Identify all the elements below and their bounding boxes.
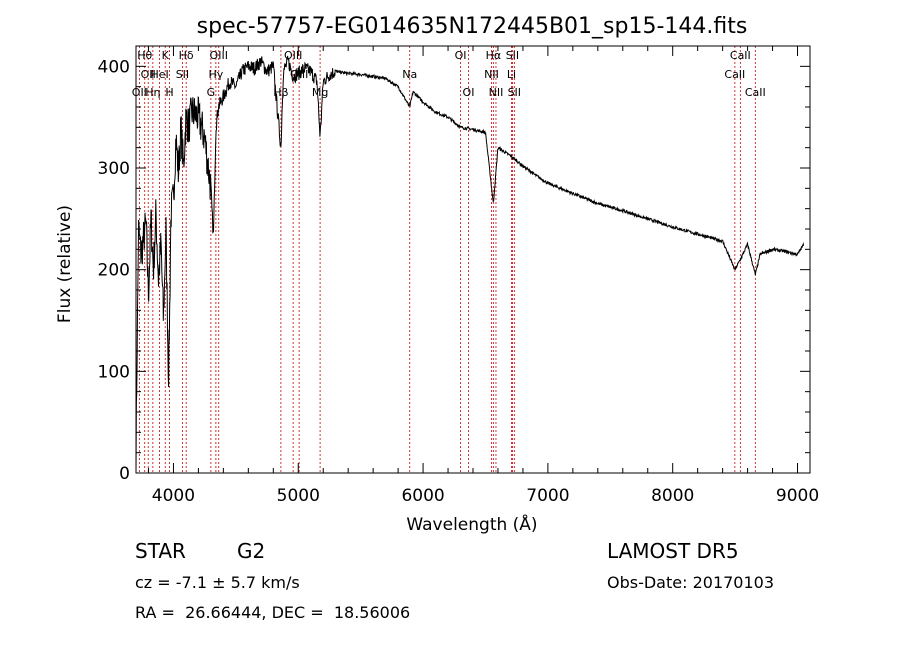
line-marker-label: H (165, 86, 173, 99)
line-marker-label: G (207, 86, 216, 99)
line-marker-label: OI (455, 49, 467, 62)
line-marker-label: OIII (210, 49, 228, 62)
y-axis-label: Flux (relative) (55, 205, 75, 323)
obs-date: Obs-Date: 20170103 (607, 573, 775, 592)
line-marker-label: Hδ (179, 49, 194, 62)
line-marker-label: Mg (312, 86, 328, 99)
line-marker-label: NII (489, 86, 504, 99)
redshift-text: cz = -7.1 ± 5.7 km/s (135, 573, 300, 592)
y-tick-label: 400 (98, 57, 130, 77)
line-marker-label: NII (484, 68, 499, 81)
spectrum-series-line (135, 55, 805, 474)
x-axis-label: Wavelength (Å) (406, 513, 537, 535)
line-marker-label: K (162, 49, 170, 62)
line-markers (138, 46, 756, 473)
x-tick-label: 6000 (401, 486, 444, 506)
y-tick-label: 0 (119, 464, 130, 484)
object-class: STAR (135, 539, 186, 563)
x-axis-ticks: 4000 5000 6000 7000 8000 9000 (147, 46, 819, 506)
x-tick-label: 5000 (277, 486, 320, 506)
line-marker-label: OII (141, 68, 156, 81)
line-marker-label: CaII (745, 86, 766, 99)
x-tick-label: 4000 (152, 486, 195, 506)
line-marker-label: Hα (486, 49, 502, 62)
line-marker-label: Hγ (208, 68, 223, 81)
y-tick-label: 100 (98, 362, 130, 382)
line-marker-label: Hθ (137, 49, 152, 62)
x-tick-label: 7000 (526, 486, 569, 506)
line-marker-label: CaII (724, 68, 745, 81)
survey-name: LAMOST DR5 (607, 539, 739, 563)
line-marker-label: OI (463, 86, 475, 99)
line-marker-label: Li (507, 68, 516, 81)
y-axis-ticks: 0 100 200 300 400 (98, 45, 810, 484)
y-tick-label: 200 (98, 261, 130, 281)
line-marker-label: HeI (150, 68, 168, 81)
line-marker-label: SII (508, 86, 521, 99)
plot-frame (135, 45, 811, 474)
object-subclass: G2 (237, 539, 266, 563)
chart-title: spec-57757-EG014635N172445B01_sp15-144.f… (197, 14, 748, 39)
line-marker-label: CaII (730, 49, 751, 62)
y-tick-label: 300 (98, 159, 130, 179)
x-tick-label: 9000 (776, 486, 819, 506)
line-marker-label: Na (402, 68, 417, 81)
coordinates: RA = 26.66444, DEC = 18.56006 (135, 603, 411, 622)
x-tick-label: 8000 (651, 486, 694, 506)
line-marker-label: Hη (145, 86, 160, 99)
line-marker-label: SII (176, 68, 189, 81)
line-marker-label: SII (506, 49, 519, 62)
